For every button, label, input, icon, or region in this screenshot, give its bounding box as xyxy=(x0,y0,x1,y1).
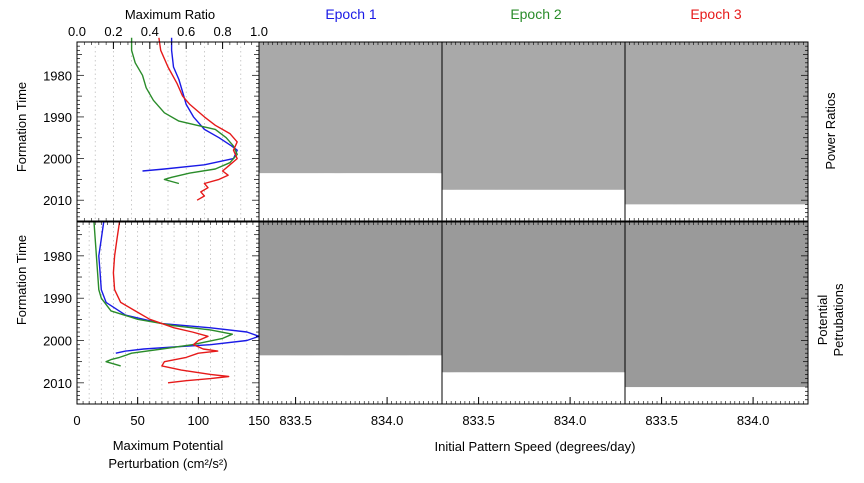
bottom-xlabel-line1: Maximum Potential xyxy=(113,438,224,453)
potential-label-line2: Petrubations xyxy=(831,283,846,356)
series-line-epoch-2 xyxy=(93,221,234,367)
top-ylabel: Formation Time xyxy=(14,82,29,172)
ratio-axis-title: Maximum Ratio xyxy=(125,7,215,22)
y-tick-label: 1980 xyxy=(43,68,72,83)
contour-highlight xyxy=(559,42,565,46)
x-tick-label: 0.4 xyxy=(141,24,159,39)
epoch-3-title: Epoch 3 xyxy=(690,6,742,22)
bottom-xlabel-line2: Perturbation (cm²/s²) xyxy=(108,456,227,471)
series-line-epoch-1 xyxy=(98,221,260,354)
y-tick-label: 2000 xyxy=(43,152,72,167)
x-tick-label: 0.8 xyxy=(214,24,232,39)
panel-frame xyxy=(76,221,260,405)
panel-frame xyxy=(76,41,260,222)
bottom-ylabel: Formation Time xyxy=(14,235,29,325)
contour-highlight xyxy=(805,249,808,261)
series-line-epoch-1 xyxy=(142,37,238,172)
contour-streak xyxy=(571,42,578,47)
series-line-epoch-3 xyxy=(158,37,238,201)
contour-streak xyxy=(300,222,311,228)
x-tick-label: 0.2 xyxy=(104,24,122,39)
y-tick-label: 2010 xyxy=(43,376,72,391)
x-tick-label: 834.0 xyxy=(371,413,404,428)
x-tick-label: 833.5 xyxy=(462,413,495,428)
x-tick-label: 0 xyxy=(73,413,80,428)
x-tick-label: 1.0 xyxy=(250,24,268,39)
contour-highlight xyxy=(646,42,651,47)
x-tick-label: 100 xyxy=(187,413,209,428)
contour-background xyxy=(259,222,442,356)
contour-background xyxy=(442,42,625,190)
y-tick-label: 1990 xyxy=(43,291,72,306)
y-tick-label: 1990 xyxy=(43,110,72,125)
x-tick-label: 0.6 xyxy=(177,24,195,39)
contour-background xyxy=(442,222,625,373)
x-tick-label: 50 xyxy=(130,413,144,428)
contour-highlight xyxy=(344,222,351,227)
epoch-2-title: Epoch 2 xyxy=(510,6,562,22)
contour-highlight xyxy=(568,42,574,47)
y-tick-label: 2000 xyxy=(43,334,72,349)
y-tick-label: 2010 xyxy=(43,193,72,208)
contour-background xyxy=(625,42,808,205)
x-tick-label: 834.0 xyxy=(737,413,770,428)
contour-highlight xyxy=(613,42,619,45)
x-tick-label: 150 xyxy=(248,413,270,428)
x-tick-label: 833.5 xyxy=(645,413,678,428)
contour-highlight xyxy=(412,42,419,48)
y-tick-label: 1980 xyxy=(43,249,72,264)
x-tick-label: 833.5 xyxy=(279,413,312,428)
series-line-epoch-3 xyxy=(112,221,230,384)
potential-label-line1: Potential xyxy=(815,295,830,346)
x-tick-label: 834.0 xyxy=(554,413,587,428)
series-line-epoch-2 xyxy=(130,37,238,185)
epoch-1-title: Epoch 1 xyxy=(325,6,377,22)
speed-xlabel: Initial Pattern Speed (degrees/day) xyxy=(435,439,636,454)
contour-streak xyxy=(803,69,808,87)
contour-streak xyxy=(259,49,266,74)
contour-background xyxy=(259,42,442,174)
contour-highlight xyxy=(463,42,471,48)
contour-background xyxy=(625,222,808,388)
power-ratios-label: Power Ratios xyxy=(823,92,838,170)
x-tick-label: 0.0 xyxy=(68,24,86,39)
